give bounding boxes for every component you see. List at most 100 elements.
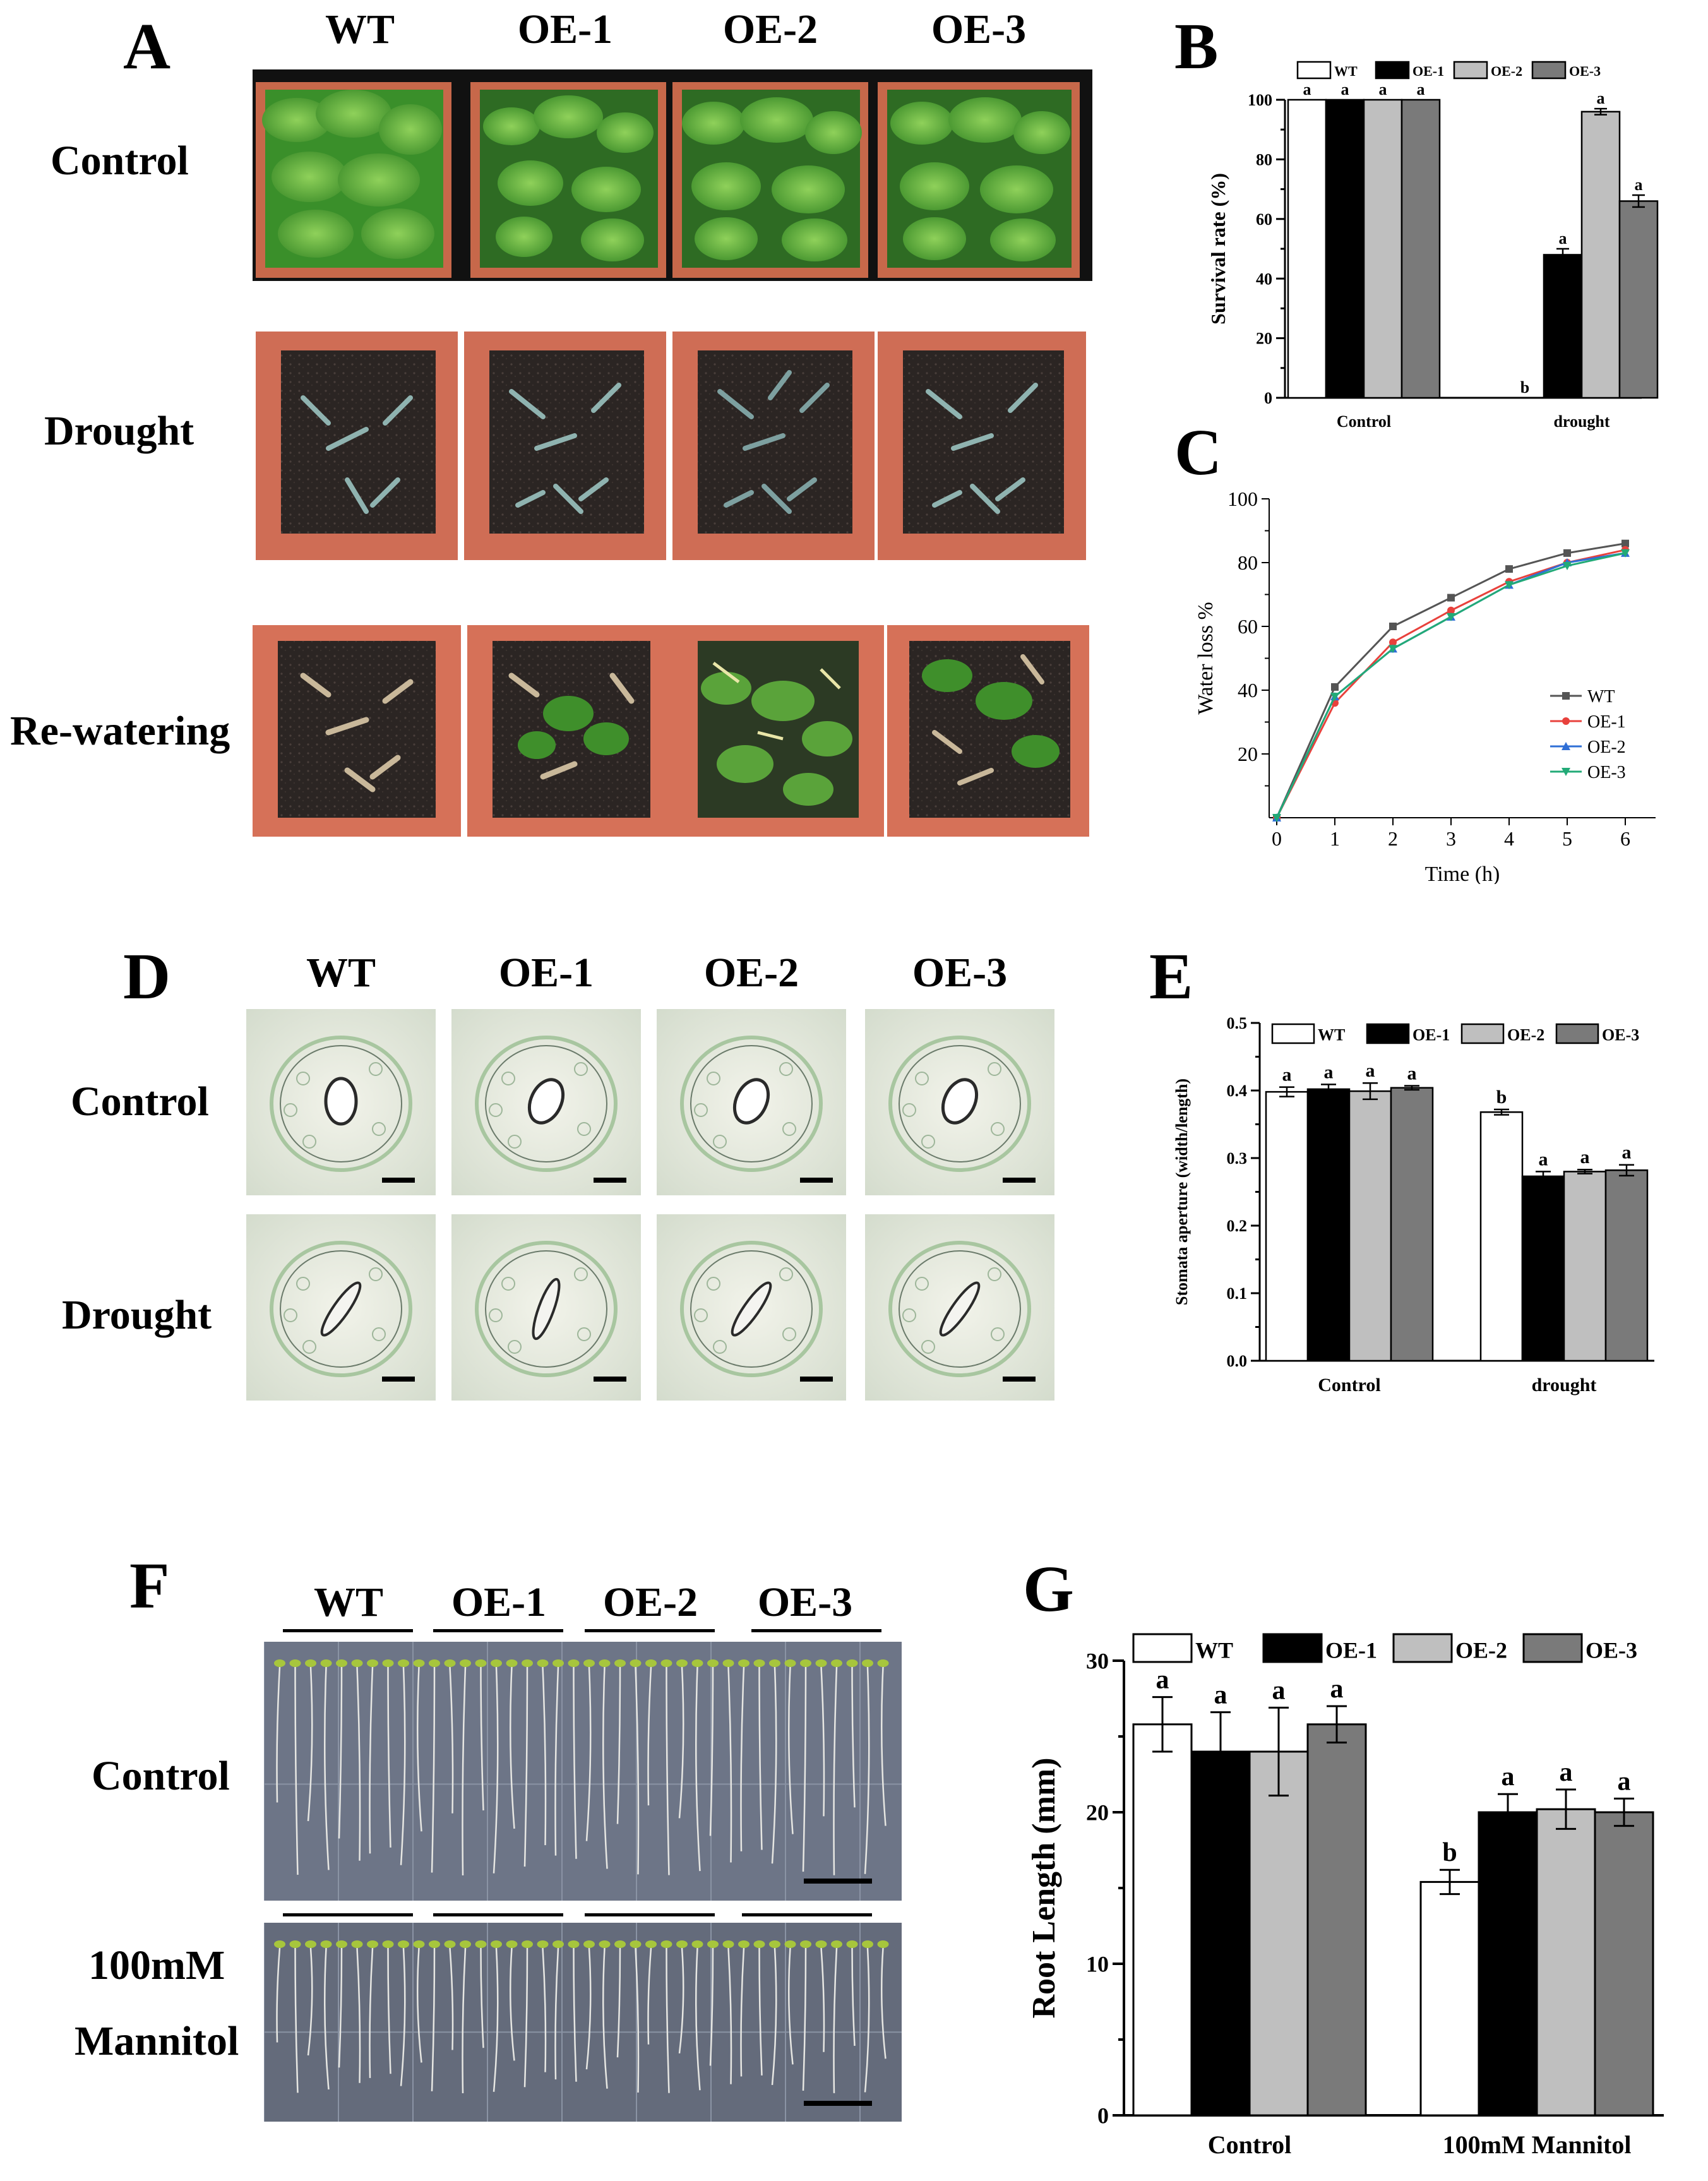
seedling-cotyledon [599,1940,611,1948]
seedling-root [480,1947,484,2048]
panel-f-row-control: Control [92,1753,230,1799]
bar-oe-2 [1536,1808,1596,2117]
data-point [1389,638,1397,647]
significance-letter: a [1330,1675,1344,1704]
chloroplast [369,1062,383,1076]
guard-cell-inner [690,1045,813,1162]
series-line-oe-1 [1275,549,1626,818]
seedling-cotyledon [274,1940,285,1948]
panel-f-row-mannitol-1: 100mM [88,1942,225,1988]
seedling-root [480,1666,484,1811]
seedling-cotyledon [274,1659,285,1667]
seedling-root [833,1666,838,1875]
seedling-cotyledon [660,1940,672,1948]
y-tick-label: 20 [1256,330,1272,348]
legend-label: OE-2 [1507,1026,1544,1044]
seedling-cotyledon [537,1659,549,1667]
bar-oe-2 [1348,1090,1392,1362]
legend-label: OE-2 [1587,738,1626,757]
seedling-cotyledon [583,1940,595,1948]
legend-marker [1562,717,1570,725]
guard-cell-outline [888,1241,1031,1377]
data-point [1330,693,1339,702]
seedling-root [602,1666,608,1869]
data-point [1505,581,1514,590]
bar-wt [1132,1723,1193,2117]
guard-cell-outline [475,1241,618,1377]
seedling-cotyledon [691,1940,703,1948]
seedling-root [338,1947,343,2068]
chloroplast [508,1135,522,1149]
bar-oe-2 [1580,111,1621,399]
seedling-root [820,1947,825,2052]
y-tick-label: 10 [1086,1952,1109,1977]
y-tick-label: 20 [1238,743,1258,765]
seedling-root [695,1947,701,2091]
seedling-cotyledon [599,1659,611,1667]
seedling-cotyledon [676,1659,688,1667]
legend-swatch [1262,1633,1323,1663]
chloroplast [296,1072,310,1085]
group-underline [283,1629,413,1632]
pot-drought-oe3 [878,332,1086,560]
seedling-cotyledon [475,1659,487,1667]
seedling-root [802,1666,807,1872]
significance-letter: a [1341,80,1349,99]
significance-letter: a [1407,1063,1417,1084]
legend-swatch [1522,1633,1583,1663]
guard-cell-outline [270,1241,412,1377]
panel-g-letter: G [1023,1553,1074,1625]
seedling-root [788,1666,794,1834]
seedling-cotyledon [738,1659,749,1667]
significance-letter: b [1520,378,1529,397]
seedling-root [635,1666,640,1875]
seedling-root [554,1666,559,1856]
stomatal-pore [941,1078,979,1125]
legend-swatch [1366,1023,1410,1044]
seedling-root [616,1666,621,1824]
panel-f-letter: F [129,1550,170,1622]
seedling-root [324,1666,330,1870]
x-tick-label: 2 [1388,827,1398,850]
x-category-label: 100mM Mannitol [1443,2130,1632,2159]
seedling-root [666,1947,670,2093]
y-tick-label: 0 [1264,389,1272,407]
seedling-cotyledon [522,1940,533,1948]
data-point [1621,539,1629,547]
group-underline [742,1913,872,1916]
bar-oe-2 [1363,99,1403,399]
x-tick-label: 1 [1330,827,1340,850]
seedling-root [678,1947,684,2054]
legend-swatch [1453,61,1488,80]
seedling-cotyledon [289,1659,301,1667]
chloroplast [713,1340,727,1354]
bar-oe-3 [1618,200,1659,399]
seedling-root [616,1947,621,2058]
panel-f-plate-mannitol [264,1923,902,2122]
scale-bar [800,1178,833,1183]
seedling-root [324,1947,330,2090]
pot-rewater-wt [253,625,461,837]
y-tick-label: 0.3 [1227,1149,1248,1168]
guard-cell-inner [280,1045,402,1162]
chart-c: 20 40 60 80 100 0 1 2 3 4 5 6 Time (h) Water loss % WT… [1194,487,1656,884]
seedling-root [449,1666,454,1814]
seedling-root [431,1666,436,1873]
y-tick-label: 0.0 [1227,1352,1248,1370]
seedling-root [851,1947,856,2047]
seedling-cotyledon [413,1659,425,1667]
seedling-cotyledon [769,1940,780,1948]
scale-bar [804,2101,872,2106]
pot-control-wt [256,82,451,278]
legend-swatch [1531,61,1567,80]
data-point [1621,549,1630,558]
chloroplast [372,1327,386,1341]
pot-drought-wt [256,332,458,560]
seedling-root [573,1666,577,1859]
stomatal-pore [324,1077,358,1126]
x-tick-label: 4 [1504,827,1514,850]
data-point [1447,594,1455,602]
seedling-root [387,1947,391,2074]
chloroplast [713,1135,727,1149]
panel-d-col-oe2: OE-2 [703,950,799,996]
